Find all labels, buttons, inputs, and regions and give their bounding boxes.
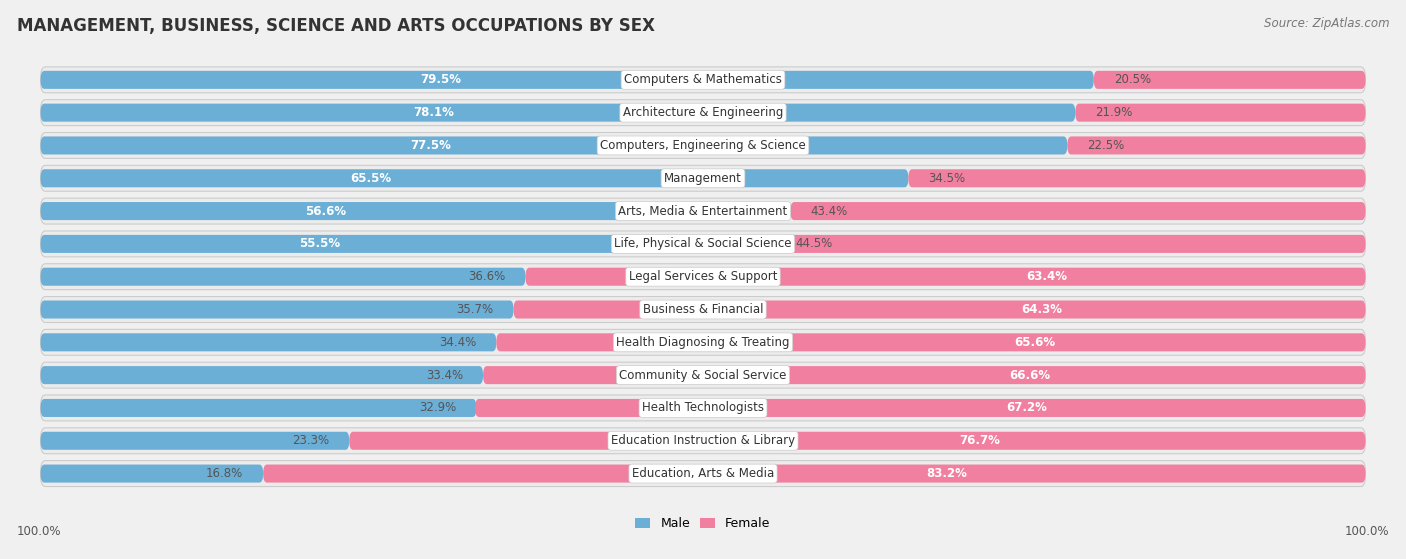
FancyBboxPatch shape xyxy=(513,301,1365,319)
Text: 63.4%: 63.4% xyxy=(1026,270,1067,283)
Text: Arts, Media & Entertainment: Arts, Media & Entertainment xyxy=(619,205,787,217)
FancyBboxPatch shape xyxy=(41,136,1067,154)
Text: 100.0%: 100.0% xyxy=(17,525,62,538)
Text: Computers, Engineering & Science: Computers, Engineering & Science xyxy=(600,139,806,152)
Text: Legal Services & Support: Legal Services & Support xyxy=(628,270,778,283)
Text: 64.3%: 64.3% xyxy=(1021,303,1062,316)
Text: 22.5%: 22.5% xyxy=(1087,139,1125,152)
FancyBboxPatch shape xyxy=(41,103,1076,122)
Text: 34.4%: 34.4% xyxy=(439,336,477,349)
FancyBboxPatch shape xyxy=(41,202,790,220)
Text: Management: Management xyxy=(664,172,742,185)
FancyBboxPatch shape xyxy=(41,333,496,352)
FancyBboxPatch shape xyxy=(41,329,1365,356)
FancyBboxPatch shape xyxy=(1076,103,1365,122)
Text: 33.4%: 33.4% xyxy=(426,368,463,382)
FancyBboxPatch shape xyxy=(484,366,1365,384)
FancyBboxPatch shape xyxy=(41,264,1365,290)
Text: 20.5%: 20.5% xyxy=(1114,73,1152,86)
Text: 35.7%: 35.7% xyxy=(457,303,494,316)
FancyBboxPatch shape xyxy=(41,100,1365,126)
FancyBboxPatch shape xyxy=(496,333,1365,352)
Text: 83.2%: 83.2% xyxy=(927,467,967,480)
FancyBboxPatch shape xyxy=(1067,136,1365,154)
Text: 23.3%: 23.3% xyxy=(292,434,329,447)
FancyBboxPatch shape xyxy=(41,301,513,319)
Text: Health Diagnosing & Treating: Health Diagnosing & Treating xyxy=(616,336,790,349)
Text: Source: ZipAtlas.com: Source: ZipAtlas.com xyxy=(1264,17,1389,30)
Text: 56.6%: 56.6% xyxy=(305,205,346,217)
FancyBboxPatch shape xyxy=(41,399,477,417)
FancyBboxPatch shape xyxy=(41,432,349,450)
FancyBboxPatch shape xyxy=(41,71,1094,89)
FancyBboxPatch shape xyxy=(41,461,1365,486)
Text: Business & Financial: Business & Financial xyxy=(643,303,763,316)
Text: 66.6%: 66.6% xyxy=(1010,368,1050,382)
FancyBboxPatch shape xyxy=(41,362,1365,388)
Text: 34.5%: 34.5% xyxy=(928,172,966,185)
Text: Computers & Mathematics: Computers & Mathematics xyxy=(624,73,782,86)
Text: 76.7%: 76.7% xyxy=(959,434,1000,447)
Text: 65.6%: 65.6% xyxy=(1015,336,1056,349)
FancyBboxPatch shape xyxy=(776,235,1365,253)
FancyBboxPatch shape xyxy=(475,399,1365,417)
FancyBboxPatch shape xyxy=(41,395,1365,421)
Text: 65.5%: 65.5% xyxy=(350,172,391,185)
FancyBboxPatch shape xyxy=(908,169,1365,187)
Text: Education Instruction & Library: Education Instruction & Library xyxy=(612,434,794,447)
FancyBboxPatch shape xyxy=(41,198,1365,224)
Text: 100.0%: 100.0% xyxy=(1344,525,1389,538)
FancyBboxPatch shape xyxy=(526,268,1365,286)
Text: Education, Arts & Media: Education, Arts & Media xyxy=(631,467,775,480)
Text: 21.9%: 21.9% xyxy=(1095,106,1133,119)
Text: Architecture & Engineering: Architecture & Engineering xyxy=(623,106,783,119)
FancyBboxPatch shape xyxy=(349,432,1365,450)
Text: Life, Physical & Social Science: Life, Physical & Social Science xyxy=(614,238,792,250)
FancyBboxPatch shape xyxy=(41,235,776,253)
FancyBboxPatch shape xyxy=(41,366,484,384)
Text: 32.9%: 32.9% xyxy=(419,401,457,414)
FancyBboxPatch shape xyxy=(41,231,1365,257)
Text: 78.1%: 78.1% xyxy=(413,106,454,119)
Text: 77.5%: 77.5% xyxy=(411,139,451,152)
Text: MANAGEMENT, BUSINESS, SCIENCE AND ARTS OCCUPATIONS BY SEX: MANAGEMENT, BUSINESS, SCIENCE AND ARTS O… xyxy=(17,17,655,35)
Text: 55.5%: 55.5% xyxy=(299,238,340,250)
FancyBboxPatch shape xyxy=(41,428,1365,454)
Text: 67.2%: 67.2% xyxy=(1007,401,1047,414)
FancyBboxPatch shape xyxy=(790,202,1365,220)
Text: 36.6%: 36.6% xyxy=(468,270,506,283)
FancyBboxPatch shape xyxy=(41,165,1365,191)
Text: Community & Social Service: Community & Social Service xyxy=(619,368,787,382)
FancyBboxPatch shape xyxy=(263,465,1365,482)
FancyBboxPatch shape xyxy=(41,465,263,482)
Text: 44.5%: 44.5% xyxy=(796,238,832,250)
Text: 43.4%: 43.4% xyxy=(810,205,848,217)
Text: 16.8%: 16.8% xyxy=(207,467,243,480)
FancyBboxPatch shape xyxy=(41,268,526,286)
Legend: Male, Female: Male, Female xyxy=(630,513,776,536)
Text: Health Technologists: Health Technologists xyxy=(643,401,763,414)
FancyBboxPatch shape xyxy=(1094,71,1365,89)
FancyBboxPatch shape xyxy=(41,132,1365,158)
FancyBboxPatch shape xyxy=(41,297,1365,323)
FancyBboxPatch shape xyxy=(41,67,1365,93)
Text: 79.5%: 79.5% xyxy=(420,73,461,86)
FancyBboxPatch shape xyxy=(41,169,908,187)
